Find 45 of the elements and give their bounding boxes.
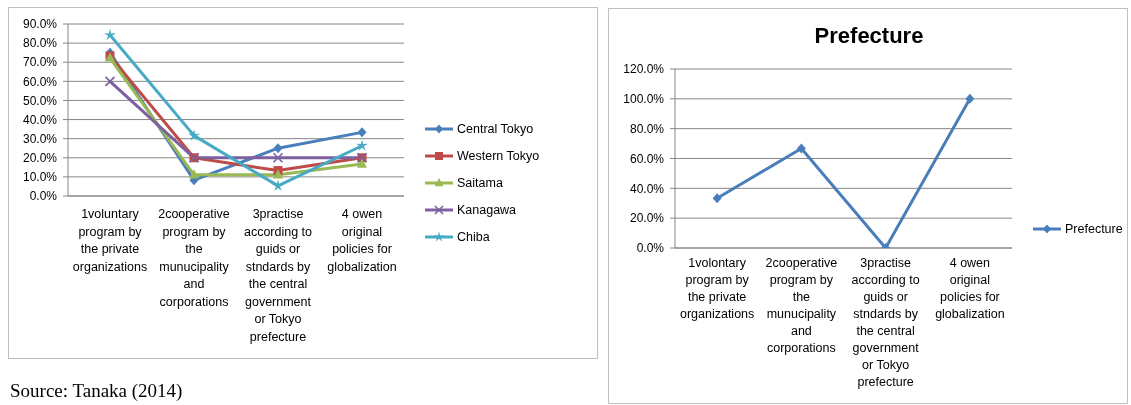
source-note: Source: Tanaka (2014): [10, 380, 183, 402]
point: [712, 193, 722, 204]
y-tick-label: 100.0%: [623, 92, 665, 107]
x-tick-label: 1voluntary program by the private organizations: [72, 207, 148, 274]
point: [357, 127, 367, 138]
y-tick-label: 20.0%: [22, 151, 58, 166]
y-tick-label: 60.0%: [629, 151, 665, 166]
chart-title: Prefecture: [813, 22, 925, 50]
legend-label: Kanagawa: [457, 203, 517, 217]
y-tick-label: 60.0%: [22, 74, 58, 89]
y-tick-label: 70.0%: [22, 55, 58, 70]
point: [104, 76, 116, 87]
y-tick-label: 120.0%: [623, 62, 665, 77]
x-tick-label: 4 owen original policies for globalization: [935, 256, 1005, 321]
x-tick-label: 2cooperative program by the munucipality and corporations: [158, 207, 230, 309]
point: [273, 143, 283, 154]
point: [188, 129, 200, 141]
legend-label: Western Tokyo: [457, 149, 540, 163]
y-tick-label: 0.0%: [29, 189, 58, 204]
y-tick-label: 30.0%: [22, 131, 58, 146]
point: [272, 152, 284, 164]
point: [189, 169, 199, 179]
y-tick-label: 90.0%: [22, 17, 58, 32]
legend-label: Prefecture: [1065, 222, 1123, 236]
x-tick-label: 3practise according to guids or stndards by the central government or Tokyo prefecture: [243, 207, 313, 344]
x-tick-label: 1volontary program by the private organizations: [679, 256, 755, 321]
y-tick-label: 80.0%: [22, 36, 58, 51]
point: [104, 28, 116, 41]
legend-label: Chiba: [457, 230, 490, 244]
point: [357, 158, 367, 168]
y-tick-label: 20.0%: [629, 211, 665, 226]
point: [356, 139, 368, 151]
point: [965, 93, 975, 104]
x-tick-label: 4 owen original policies for globalization: [327, 207, 397, 274]
y-tick-label: 40.0%: [629, 181, 665, 196]
x-tick-label: 2cooperative program by the munucipality and corporations: [765, 256, 838, 355]
y-tick-label: 40.0%: [22, 112, 58, 127]
legend-label: Saitama: [457, 176, 503, 190]
y-tick-label: 10.0%: [22, 170, 58, 185]
point: [796, 143, 806, 154]
y-tick-label: 50.0%: [22, 93, 58, 108]
x-tick-label: 3practise according to guids or stndards by the central government or Tokyo prefecture: [851, 256, 920, 389]
legend-label: Central Tokyo: [457, 122, 534, 136]
y-tick-label: 0.0%: [636, 241, 665, 256]
y-tick-label: 80.0%: [629, 121, 665, 136]
